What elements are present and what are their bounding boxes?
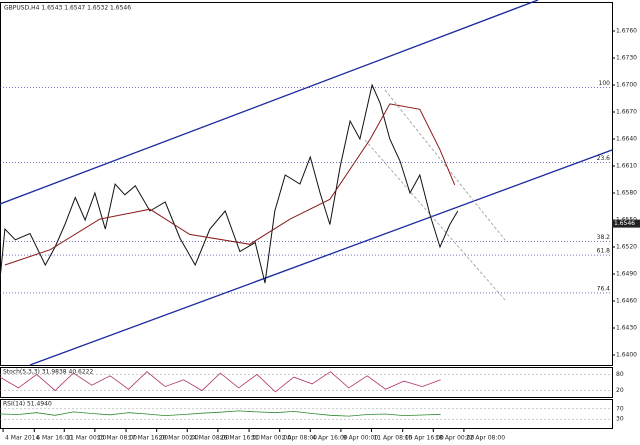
x-tick-label: 20 Mar 00:00 <box>159 435 199 442</box>
indicator-tick-label: 30 <box>616 416 624 423</box>
y-tick-label: 1.6610 <box>616 163 637 170</box>
y-tick-label: 1.6670 <box>616 109 637 116</box>
channel-line <box>0 0 539 205</box>
x-tick-label: 17 Mar 16:00 <box>128 435 168 442</box>
x-tick-label: 6 Mar 16:00 <box>36 435 72 442</box>
y-tick-label: 1.6640 <box>616 136 637 143</box>
y-tick-label: 1.6730 <box>616 55 637 62</box>
x-tick-label: 15 Apr 16:00 <box>405 435 444 442</box>
last-price-box <box>612 219 640 228</box>
x-tick-label: 2 Apr 08:00 <box>282 435 317 442</box>
indicator-tick-label: 70 <box>616 405 624 412</box>
indicator-label: RSI(14) 51.4940 <box>3 401 52 408</box>
y-tick-label: 1.6700 <box>616 82 637 89</box>
falling-channel <box>384 89 506 241</box>
indicator-line <box>0 410 441 417</box>
x-tick-label: 4 Apr 16:00 <box>312 435 347 442</box>
fib-label: 23.6 <box>597 155 611 162</box>
indicator-tick-label: 20 <box>616 387 624 394</box>
x-tick-label: 9 Apr 00:00 <box>343 435 378 442</box>
chart-title: GBPUSD,H4 1.6543 1.6547 1.6532 1.6546 <box>4 5 131 12</box>
y-tick-label: 1.6430 <box>616 325 637 332</box>
y-tick-label: 1.6580 <box>616 190 637 197</box>
x-tick-label: 31 Mar 00:00 <box>251 435 291 442</box>
x-tick-label: 11 Apr 08:00 <box>373 435 412 442</box>
y-tick-label: 1.6490 <box>616 271 637 278</box>
price-line <box>4 103 456 266</box>
x-tick-label: 11 Mar 00:00 <box>66 435 106 442</box>
falling-channel <box>364 139 506 301</box>
x-tick-label: 22 Apr 08:00 <box>466 435 505 442</box>
y-tick-label: 1.6760 <box>616 28 637 35</box>
x-tick-label: 24 Mar 08:00 <box>189 435 229 442</box>
fib-label: 61.8 <box>597 248 611 255</box>
last-price-label: 1.6546 <box>614 220 635 227</box>
stoch-panel <box>0 367 613 398</box>
price-line <box>0 83 459 284</box>
x-tick-label: 26 Mar 16:00 <box>220 435 260 442</box>
indicator-tick-label: 80 <box>616 371 624 378</box>
y-tick-label: 1.6520 <box>616 244 637 251</box>
x-tick-label: 13 Mar 08:00 <box>97 435 137 442</box>
x-tick-label: 4 Mar 2014 <box>5 435 39 442</box>
fib-label: 100 <box>599 80 611 87</box>
fib-label: 38.2 <box>597 234 611 241</box>
channel-line <box>29 149 613 366</box>
fib-label: 76.4 <box>597 285 611 292</box>
price-panel <box>0 2 613 366</box>
indicator-line <box>0 371 441 393</box>
x-tick-label: 18 Apr 00:00 <box>435 435 474 442</box>
y-tick-label: 1.6400 <box>616 352 637 359</box>
indicator-label: Stoch(5,3,3) 31.9838 40.6222 <box>3 369 94 376</box>
y-tick-label: 1.6460 <box>616 298 637 305</box>
